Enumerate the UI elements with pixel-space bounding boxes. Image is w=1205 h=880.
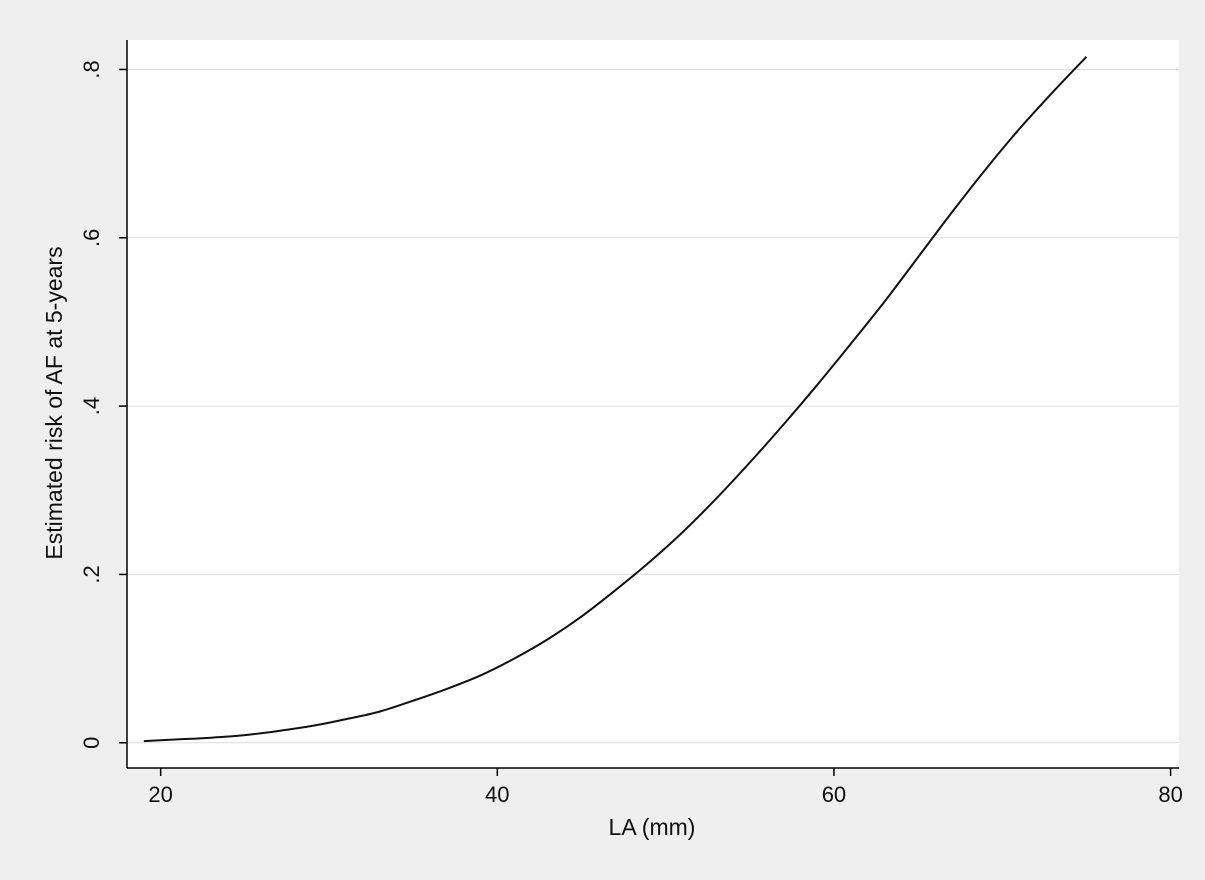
gridlines (127, 68, 1179, 744)
y-tick-label: .6 (79, 229, 104, 247)
x-tick-label: 40 (485, 782, 509, 807)
y-tick-label: 0 (79, 737, 104, 749)
y-tick-label: .8 (79, 60, 104, 78)
x-tick-label: 60 (822, 782, 846, 807)
x-tick-label: 80 (1158, 782, 1182, 807)
axes (119, 40, 1179, 776)
series-layer (143, 56, 1088, 743)
x-tick-label: 20 (148, 782, 172, 807)
y-tick-label: .2 (79, 565, 104, 583)
x-axis-title: LA (mm) (609, 814, 696, 840)
y-axis-title: Estimated risk of AF at 5-years (41, 246, 67, 559)
y-tick-label: .4 (79, 397, 104, 415)
risk-curve-line (143, 56, 1088, 743)
plot-area (127, 40, 1179, 768)
tick-labels: 0 .2 .4 .6 .8 20 40 60 80 (79, 60, 1183, 807)
